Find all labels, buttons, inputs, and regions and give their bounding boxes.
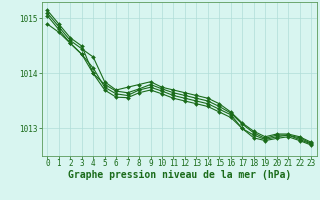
- X-axis label: Graphe pression niveau de la mer (hPa): Graphe pression niveau de la mer (hPa): [68, 170, 291, 180]
